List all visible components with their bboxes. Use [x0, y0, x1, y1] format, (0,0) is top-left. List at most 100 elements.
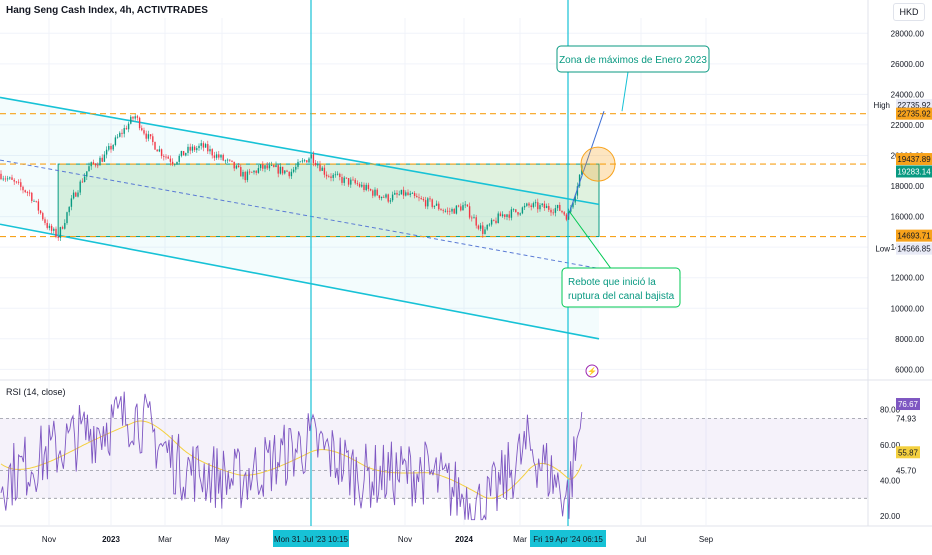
rsi-ma-label: 55.87 — [898, 448, 919, 457]
candle-body — [6, 178, 9, 180]
bottom-annotation-pointer — [568, 210, 613, 271]
candle-body — [565, 214, 568, 220]
candle-body — [176, 161, 178, 165]
candle-body — [398, 194, 400, 196]
candle-body — [26, 192, 29, 193]
high-label: High — [874, 101, 890, 110]
candle-body — [169, 158, 172, 162]
candle-body — [383, 196, 385, 198]
candle-body — [550, 209, 552, 213]
candle-body — [574, 195, 576, 203]
crosshair-label-left: Mon 31 Jul '23 10:15 — [274, 535, 349, 544]
bottom-annotation-line1: Rebote que inició la — [568, 277, 656, 288]
candle-body — [48, 225, 51, 228]
candle-body — [20, 182, 22, 187]
candle-body — [299, 161, 301, 163]
candle-body — [79, 181, 81, 193]
candle-body — [138, 117, 141, 129]
candle-body — [464, 204, 466, 206]
candle-body — [330, 176, 332, 178]
rsi-tick-label: 80.00 — [880, 405, 901, 414]
candle-body — [42, 213, 44, 220]
rsi-indicator-title[interactable]: RSI (14, close) — [6, 387, 66, 397]
bottom-annotation-line2: ruptura del canal bajista — [568, 291, 675, 302]
candle-body — [532, 203, 535, 208]
candle-body — [77, 192, 79, 197]
candle-body — [350, 179, 352, 185]
candle-body — [182, 150, 185, 156]
channel-fill — [0, 97, 599, 339]
price-tick-label: 10000.00 — [891, 304, 925, 313]
candle-body — [576, 186, 579, 196]
rsi-ma-line — [0, 420, 583, 499]
top-annotation-callout — [556, 45, 710, 112]
candle-body — [134, 116, 136, 119]
candle-body — [556, 204, 559, 209]
time-tick-label: Jul — [636, 535, 646, 544]
candle-body — [286, 170, 288, 172]
candle-body — [50, 225, 53, 231]
candle-body — [490, 219, 493, 225]
candle-body — [473, 217, 475, 219]
candle-body — [264, 165, 266, 169]
candle-body — [259, 164, 262, 169]
candle-body — [528, 203, 530, 206]
price-tick-label: 8000.00 — [895, 335, 924, 344]
time-tick-label: 2024 — [455, 535, 473, 544]
candle-body — [367, 184, 370, 190]
bottom-annotation-callout — [561, 210, 681, 308]
level-19437-label: 19437.89 — [897, 155, 931, 164]
candle-body — [306, 160, 308, 163]
candle-body — [328, 176, 330, 178]
high-value-label: 22735.92 — [897, 101, 931, 110]
candle-body — [200, 143, 202, 146]
crosshair-label-right-bg — [530, 530, 606, 547]
candle-body — [477, 225, 480, 229]
channel-upper-line — [0, 96, 600, 206]
price-tick-label: 12000.00 — [891, 274, 925, 283]
candle-body — [369, 189, 372, 191]
candle-body — [323, 167, 326, 175]
candle-body — [185, 152, 187, 156]
candle-body — [339, 173, 341, 178]
candle-body — [455, 205, 458, 214]
candle-body — [273, 165, 275, 168]
candle-body — [365, 184, 367, 191]
candle-body — [64, 222, 66, 229]
candle-body — [163, 155, 165, 157]
candle-body — [253, 170, 255, 173]
candle-body — [308, 158, 310, 163]
candle-body — [224, 160, 227, 162]
candle-body — [301, 160, 304, 162]
price-tick-label: 28000.00 — [891, 29, 925, 38]
candle-body — [462, 205, 464, 211]
candle-body — [424, 200, 427, 207]
candle-body — [202, 143, 205, 148]
candle-body — [537, 202, 539, 210]
candle-body — [488, 224, 491, 226]
candle-body — [290, 171, 293, 177]
candle-body — [235, 165, 238, 169]
candle-body — [211, 149, 213, 156]
candle-body — [317, 164, 319, 166]
candle-body — [548, 205, 550, 210]
candle-body — [268, 165, 271, 169]
candle-body — [22, 186, 24, 191]
candle-body — [198, 145, 200, 149]
candle-body — [121, 132, 123, 134]
time-tick-label: Nov — [42, 535, 56, 544]
candle-body — [420, 198, 422, 199]
candle-body — [312, 154, 315, 163]
candle-body — [519, 213, 521, 215]
currency-label[interactable]: HKD — [893, 3, 925, 21]
candle-body — [149, 134, 152, 137]
chart-title: Hang Seng Cash Index, 4h, ACTIVTRADES — [6, 5, 208, 16]
candle-body — [125, 128, 128, 130]
candle-body — [165, 156, 167, 158]
candle-body — [413, 193, 416, 196]
candle-body — [539, 205, 541, 210]
candle-body — [88, 166, 90, 172]
candle-body — [119, 132, 121, 137]
